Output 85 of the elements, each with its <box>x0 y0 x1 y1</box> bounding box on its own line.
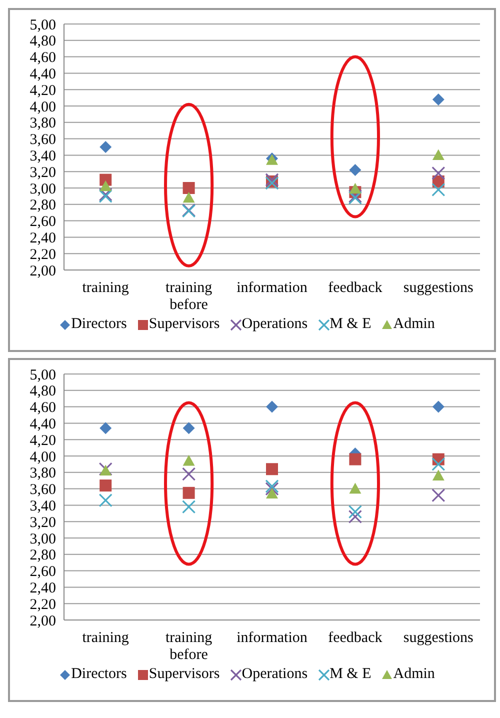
point <box>182 486 195 499</box>
y-tick-label: 4,80 <box>30 384 56 400</box>
x-tick-label: training before <box>165 630 213 663</box>
y-tick-label: 3,60 <box>30 132 56 148</box>
y-tick-label: 4,20 <box>30 82 56 99</box>
y-tick-label: 3,20 <box>30 514 56 531</box>
point <box>265 176 279 190</box>
point <box>100 480 112 492</box>
y-tick-label: 4,40 <box>30 66 56 83</box>
point <box>432 182 446 196</box>
x-tick-label: training before <box>165 280 213 313</box>
legend-label: M & E <box>330 666 372 683</box>
x-tick-label: information <box>236 280 308 296</box>
y-tick-label: 5,00 <box>30 17 56 34</box>
y-tick-label: 3,60 <box>30 482 56 498</box>
point <box>432 457 446 471</box>
legend-label: M & E <box>330 316 372 333</box>
y-tick-label: 3,40 <box>30 498 56 515</box>
y-tick-label: 2,40 <box>30 230 56 247</box>
point <box>265 480 279 494</box>
y-tick-label: 2,60 <box>30 564 56 580</box>
point <box>432 400 444 413</box>
y-tick-label: 2,80 <box>30 548 56 564</box>
y-tick-label: 5,00 <box>30 367 56 384</box>
point <box>100 141 112 153</box>
point <box>432 166 446 180</box>
y-tick-label: 3,20 <box>30 164 56 181</box>
y-tick-label: 3,80 <box>30 116 56 132</box>
point <box>348 510 362 524</box>
point <box>182 182 195 194</box>
y-tick-label: 2,00 <box>30 263 56 280</box>
y-tick-label: 2,20 <box>30 246 56 263</box>
point <box>182 422 195 434</box>
y-tick-label: 3,40 <box>30 148 56 165</box>
y-tick-label: 2,00 <box>30 613 56 630</box>
point <box>432 470 444 480</box>
legend-label: Admin <box>393 316 435 333</box>
y-tick-label: 4,40 <box>30 416 56 433</box>
point <box>182 192 195 203</box>
x-tick-label: feedback <box>328 630 383 646</box>
point <box>182 454 195 466</box>
x-tick-label: feedback <box>328 280 383 296</box>
point <box>265 482 279 496</box>
y-tick-label: 2,20 <box>30 596 56 613</box>
legend-label: Supervisors <box>148 316 220 333</box>
y-tick-label: 4,00 <box>30 99 56 116</box>
x-tick-label: information <box>236 630 308 646</box>
point <box>349 182 362 194</box>
y-tick-label: 4,80 <box>30 34 56 50</box>
x-tick-label: training <box>82 280 130 296</box>
point <box>100 464 112 476</box>
point <box>182 500 196 514</box>
y-tick-label: 3,00 <box>30 531 56 548</box>
point <box>182 467 196 481</box>
y-tick-label: 3,80 <box>30 466 56 482</box>
point <box>348 504 362 519</box>
y-tick-label: 4,00 <box>30 449 56 466</box>
point <box>432 149 444 160</box>
y-tick-label: 4,60 <box>30 400 56 416</box>
point <box>98 493 112 508</box>
point <box>266 488 278 499</box>
legend-label: Operations <box>242 316 308 333</box>
y-tick-label: 3,00 <box>30 181 56 198</box>
legend-label: Admin <box>393 666 435 683</box>
y-tick-label: 4,20 <box>30 432 56 449</box>
y-tick-label: 2,80 <box>30 198 56 214</box>
x-tick-label: training <box>82 630 130 646</box>
legend-label: Directors <box>71 666 127 683</box>
point <box>100 422 112 434</box>
point <box>349 453 362 466</box>
legend-label: Supervisors <box>148 666 220 683</box>
x-tick-label: suggestions <box>403 630 474 646</box>
point <box>100 180 112 192</box>
legend-label: Directors <box>71 316 127 333</box>
y-tick-label: 4,60 <box>30 50 56 66</box>
point <box>349 164 362 176</box>
point <box>432 93 444 106</box>
y-tick-label: 2,60 <box>30 214 56 230</box>
point <box>432 488 446 502</box>
y-tick-label: 2,40 <box>30 580 56 597</box>
legend-label: Operations <box>242 666 308 683</box>
x-tick-label: suggestions <box>403 280 474 296</box>
point <box>349 482 362 494</box>
point <box>266 400 278 413</box>
point <box>266 463 278 476</box>
